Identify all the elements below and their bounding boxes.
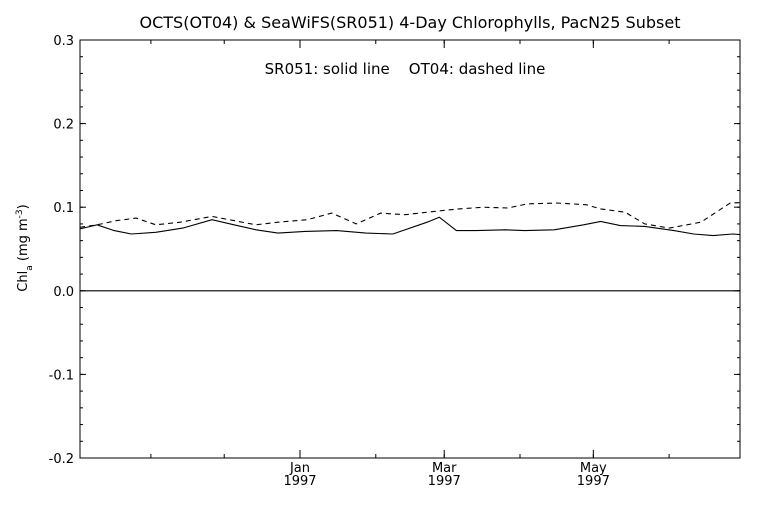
x-tick-label-month: Jan bbox=[289, 461, 310, 476]
y-tick-label: 0.3 bbox=[53, 34, 74, 49]
series-line-ot04 bbox=[80, 202, 740, 229]
y-axis-label: Chla (mg m-3) bbox=[15, 204, 35, 291]
y-axis-label-unit: (mg m bbox=[16, 218, 31, 265]
x-tick-label-year: 1997 bbox=[428, 474, 461, 489]
y-tick-label: 0.1 bbox=[53, 201, 74, 216]
y-axis-label-unit-exponent: -3 bbox=[15, 209, 25, 218]
y-axis-label-subscript: a bbox=[25, 265, 35, 271]
series-line-sr051 bbox=[80, 216, 740, 237]
y-axis-label-unit-close: ) bbox=[16, 204, 31, 209]
chart-title: OCTS(OT04) & SeaWiFS(SR051) 4-Day Chloro… bbox=[140, 13, 681, 32]
x-tick-label-month: Mar bbox=[432, 461, 457, 476]
y-tick-label: -0.1 bbox=[49, 368, 74, 383]
y-tick-label: 0.2 bbox=[53, 118, 74, 133]
series-layer bbox=[80, 202, 740, 237]
y-tick-label: 0.0 bbox=[53, 285, 74, 300]
x-tick-label-month: May bbox=[580, 461, 607, 476]
legend-annotation: SR051: solid line OT04: dashed line bbox=[265, 60, 546, 78]
x-tick-label-year: 1997 bbox=[577, 474, 610, 489]
y-tick-label: -0.2 bbox=[49, 452, 74, 467]
y-axis-label-main: Chl bbox=[16, 271, 31, 292]
x-tick-label-year: 1997 bbox=[283, 474, 316, 489]
plot-frame bbox=[79, 39, 741, 459]
y-axis: 0.3 0.2 0.1 0.0 -0.1 -0.2 bbox=[49, 34, 740, 467]
